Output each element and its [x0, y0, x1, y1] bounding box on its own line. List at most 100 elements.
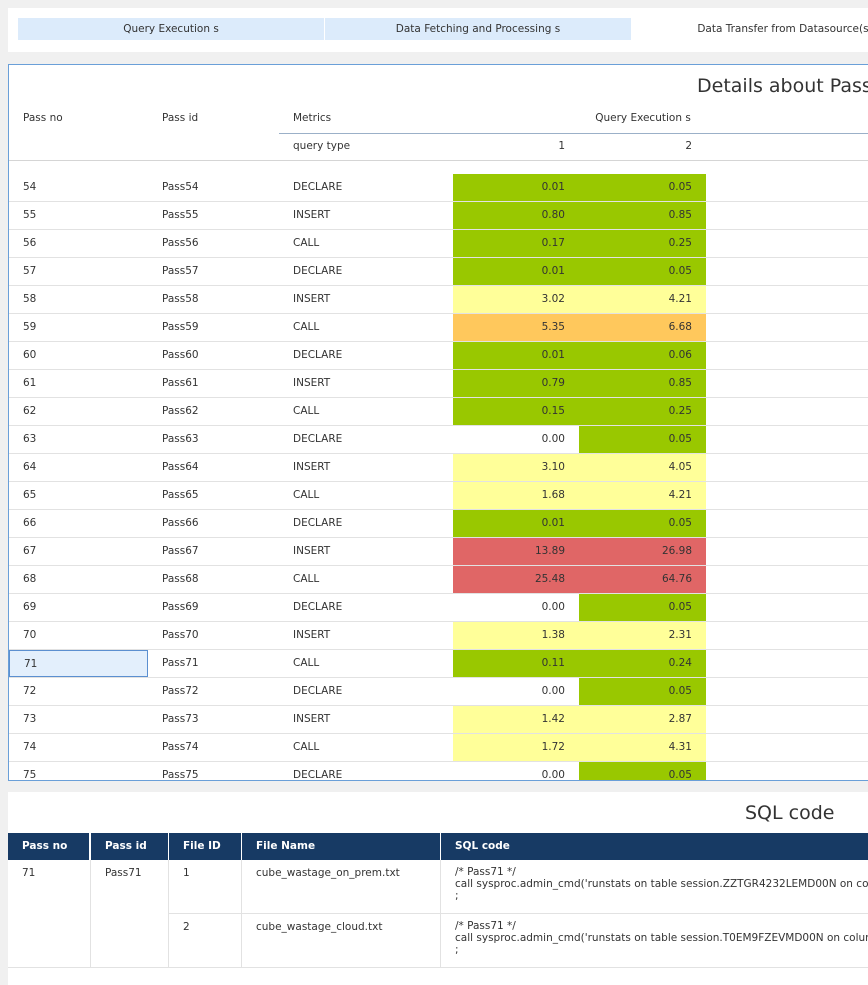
column-header: File ID [169, 833, 242, 860]
code-line: call sysproc.admin_cmd('runstats on tabl… [455, 878, 868, 890]
tab-bar: Query Execution s Data Fetching and Proc… [8, 8, 868, 52]
table-row: 67 Pass67 INSERT 13.89 26.98 [9, 538, 868, 566]
cell: 73 [23, 713, 37, 725]
cell: 55 [23, 209, 37, 221]
cell: CALL [293, 237, 320, 249]
column-header: File Name [242, 833, 441, 860]
value-cell: 0.85 [579, 202, 706, 229]
value-cell: 4.21 [579, 286, 706, 313]
value-cell: 0.05 [579, 426, 706, 453]
cell: 57 [23, 265, 37, 277]
value-cell: 4.05 [579, 454, 706, 481]
cell: DECLARE [293, 769, 343, 781]
cell: DECLARE [293, 517, 343, 529]
cell: Pass75 [162, 769, 199, 781]
cell: Pass68 [162, 573, 199, 585]
table-row: 62 Pass62 CALL 0.15 0.25 [9, 398, 868, 426]
cell: 71 [9, 650, 148, 677]
value-cell: 0.06 [579, 342, 706, 369]
cell: 70 [23, 629, 37, 641]
value-cell: 4.31 [579, 734, 706, 761]
cell: 66 [23, 517, 37, 529]
cell: 69 [23, 601, 37, 613]
cell: CALL [293, 573, 320, 585]
cell: Pass63 [162, 433, 199, 445]
cell: INSERT [293, 461, 331, 473]
value-cell: 0.05 [579, 678, 706, 705]
cell: 58 [23, 293, 37, 305]
cell: Pass69 [162, 601, 199, 613]
value-cell: 13.89 [453, 538, 579, 565]
cell: Pass54 [162, 181, 199, 193]
code-line: ; [455, 944, 459, 956]
cell: DECLARE [293, 349, 343, 361]
table-row: 68 Pass68 CALL 25.48 64.76 [9, 566, 868, 594]
cell: DECLARE [293, 685, 343, 697]
table-row: 70 Pass70 INSERT 1.38 2.31 [9, 622, 868, 650]
column-header: SQL code [441, 833, 868, 860]
cell: 1 [169, 860, 242, 914]
cell: DECLARE [293, 433, 343, 445]
value-cell: 0.05 [579, 762, 706, 780]
cell: CALL [293, 741, 320, 753]
column-header: Pass no [8, 833, 90, 860]
table-row: 66 Pass66 DECLARE 0.01 0.05 [9, 510, 868, 538]
value-cell: 1.68 [453, 482, 579, 509]
value-cell: 64.76 [579, 566, 706, 593]
value-cell: 3.02 [453, 286, 579, 313]
cell: Pass65 [162, 489, 199, 501]
value-cell: 0.00 [453, 762, 579, 780]
value-cell: 0.01 [453, 510, 579, 537]
cell: Pass64 [162, 461, 199, 473]
group-header: Query Execution s [595, 112, 691, 124]
value-cell: 0.05 [579, 510, 706, 537]
value-cell: 0.25 [579, 398, 706, 425]
code-line: /* Pass71 */ [455, 920, 516, 932]
cell: Pass57 [162, 265, 199, 277]
cell: Pass56 [162, 237, 199, 249]
tab[interactable]: Data Transfer from Datasource(s) [697, 23, 868, 35]
table-row: 74 Pass74 CALL 1.72 4.31 [9, 734, 868, 762]
cell: Pass62 [162, 405, 199, 417]
value-cell: 26.98 [579, 538, 706, 565]
cell: 75 [23, 769, 37, 781]
value-cell: 4.21 [579, 482, 706, 509]
value-cell: 0.25 [579, 230, 706, 257]
cell: Pass71 [162, 657, 199, 669]
cell: Pass67 [162, 545, 199, 557]
cell: CALL [293, 321, 320, 333]
value-cell: 0.01 [453, 174, 579, 201]
cell: Pass60 [162, 349, 199, 361]
value-cell: 0.01 [453, 342, 579, 369]
value-cell: 0.00 [453, 426, 579, 453]
header-divider [279, 133, 868, 134]
cell: CALL [293, 489, 320, 501]
value-cell: 0.01 [453, 258, 579, 285]
column-header: Pass id [162, 112, 199, 124]
cell: Pass70 [162, 629, 199, 641]
tab[interactable]: Data Fetching and Processing s [325, 18, 631, 40]
table-row: 54 Pass54 DECLARE 0.01 0.05 [9, 174, 868, 202]
table-body: 54 Pass54 DECLARE 0.01 0.05 55 Pass55 INSERT 0.8… [9, 161, 868, 781]
cell: Pass72 [162, 685, 199, 697]
table-row: 56 Pass56 CALL 0.17 0.25 [9, 230, 868, 258]
value-cell: 1.72 [453, 734, 579, 761]
column-header: 2 [685, 140, 692, 152]
value-cell: 6.68 [579, 314, 706, 341]
cell: Pass61 [162, 377, 199, 389]
value-cell: 5.35 [453, 314, 579, 341]
tab[interactable]: Query Execution s [18, 18, 324, 40]
code-line: call sysproc.admin_cmd('runstats on tabl… [455, 932, 868, 944]
cell: INSERT [293, 629, 331, 641]
value-cell: 1.38 [453, 622, 579, 649]
cell: Pass73 [162, 713, 199, 725]
value-cell: 0.05 [579, 594, 706, 621]
cell: 67 [23, 545, 37, 557]
cell: 64 [23, 461, 37, 473]
header-border [9, 160, 868, 161]
cell: DECLARE [293, 265, 343, 277]
cell: DECLARE [293, 181, 343, 193]
sql-panel: SQL code Pass no Pass id File ID File Na… [8, 792, 868, 985]
cell: 56 [23, 237, 37, 249]
table-row: 61 Pass61 INSERT 0.79 0.85 [9, 370, 868, 398]
